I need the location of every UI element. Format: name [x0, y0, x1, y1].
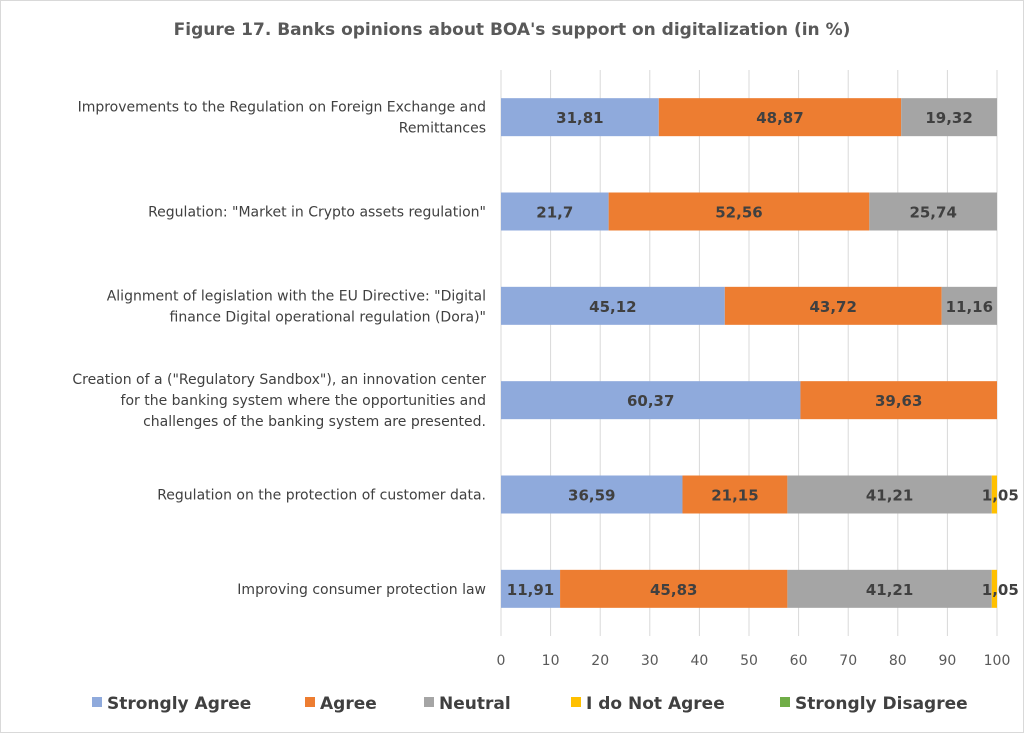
bar-5-2 [787, 569, 992, 608]
category-label-3-0: Creation of a ("Regulatory Sandbox"), an… [72, 372, 486, 388]
bar-5-3 [991, 569, 997, 608]
category-label-2-1: finance Digital operational regulation (… [170, 309, 487, 325]
x-tick-label-5: 50 [740, 653, 758, 669]
legend-swatch-1 [305, 697, 315, 707]
x-tick-label-7: 70 [839, 653, 857, 669]
bar-3-1 [800, 381, 997, 420]
data-label-1-2: 25,74 [909, 204, 956, 222]
legend-swatch-2 [424, 697, 434, 707]
legend-label-2: Neutral [439, 694, 511, 714]
data-label-2-1: 43,72 [809, 298, 856, 316]
legend-label-0: Strongly Agree [107, 694, 251, 714]
bar-4-3 [991, 475, 997, 514]
legend-swatch-0 [92, 697, 102, 707]
bar-1-2 [869, 192, 997, 231]
data-label-2-0: 45,12 [589, 298, 636, 316]
data-label-4-3: 1,05 [982, 487, 1019, 505]
legend-swatch-4 [780, 697, 790, 707]
category-label-1-0: Regulation: "Market in Crypto assets reg… [148, 205, 486, 221]
x-tick-label-10: 100 [984, 653, 1011, 669]
category-label-0-1: Remittances [399, 121, 486, 137]
bar-4-2 [787, 475, 992, 514]
legend-label-1: Agree [320, 694, 377, 714]
bar-0-1 [658, 98, 902, 137]
category-label-5-0: Improving consumer protection law [237, 582, 486, 598]
data-label-1-0: 21,7 [536, 204, 573, 222]
x-tick-label-0: 0 [497, 653, 506, 669]
legend-label-4: Strongly Disagree [795, 694, 968, 714]
x-tick-label-4: 40 [690, 653, 708, 669]
bar-1-1 [608, 192, 870, 231]
data-label-0-2: 19,32 [925, 109, 972, 127]
data-label-3-1: 39,63 [875, 392, 922, 410]
bar-4-0 [501, 475, 683, 514]
bar-2-2 [941, 286, 997, 325]
data-label-5-2: 41,21 [866, 581, 913, 599]
x-tick-label-1: 10 [542, 653, 560, 669]
data-label-0-1: 48,87 [756, 109, 803, 127]
chart-title: Figure 17. Banks opinions about BOA's su… [174, 20, 851, 40]
x-tick-label-9: 90 [938, 653, 956, 669]
bar-2-0 [501, 286, 725, 325]
data-label-4-1: 21,15 [711, 487, 758, 505]
bar-1-0 [501, 192, 609, 231]
category-label-0-0: Improvements to the Regulation on Foreig… [78, 100, 486, 116]
data-label-4-0: 36,59 [568, 487, 615, 505]
data-label-5-0: 11,91 [507, 581, 554, 599]
category-label-3-1: for the banking system where the opportu… [121, 393, 486, 409]
bar-0-2 [901, 98, 997, 137]
data-label-3-0: 60,37 [627, 392, 674, 410]
bar-3-0 [501, 381, 801, 420]
x-tick-label-6: 60 [790, 653, 808, 669]
data-label-5-3: 1,05 [982, 581, 1019, 599]
bar-0-0 [501, 98, 659, 137]
x-tick-label-2: 20 [591, 653, 609, 669]
data-label-2-2: 11,16 [946, 298, 993, 316]
bar-2-1 [724, 286, 942, 325]
data-label-4-2: 41,21 [866, 487, 913, 505]
x-tick-label-3: 30 [641, 653, 659, 669]
x-tick-label-8: 80 [889, 653, 907, 669]
legend-swatch-3 [571, 697, 581, 707]
category-label-4-0: Regulation on the protection of customer… [157, 488, 486, 504]
category-label-3-2: challenges of the banking system are pre… [143, 414, 486, 430]
data-label-1-1: 52,56 [715, 204, 762, 222]
legend-label-3: I do Not Agree [586, 694, 725, 714]
bar-5-0 [501, 569, 561, 608]
category-label-2-0: Alignment of legislation with the EU Dir… [107, 288, 486, 304]
data-label-0-0: 31,81 [556, 109, 603, 127]
bar-4-1 [682, 475, 788, 514]
data-label-5-1: 45,83 [650, 581, 697, 599]
bar-5-1 [560, 569, 788, 608]
